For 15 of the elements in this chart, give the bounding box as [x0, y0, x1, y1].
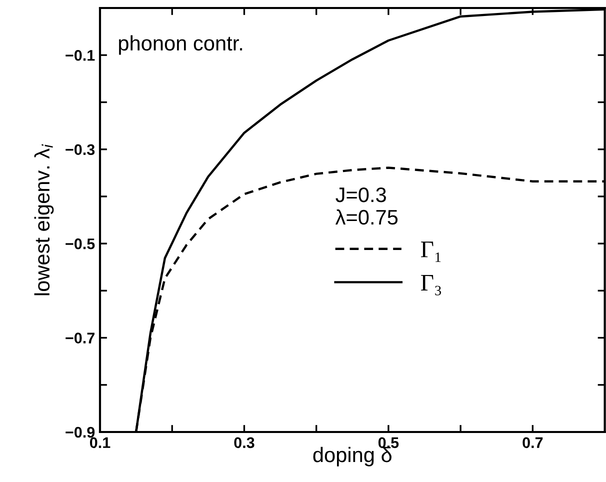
x-tick-label: 0.1 — [90, 437, 110, 448]
y-tick-label: −0.5 — [66, 238, 95, 250]
y-axis-title: lowest eigenv. λ$_{i}$ — [34, 144, 54, 296]
legend-title: J=0.3 λ=0.75 — [335, 187, 398, 225]
annotation: phonon contr. — [119, 35, 242, 55]
x-axis-title: doping δ — [313, 446, 392, 466]
x-tick-label: 0.3 — [234, 437, 254, 448]
y-tick-label: −0.7 — [66, 332, 94, 344]
x-tick-label: 0.7 — [522, 437, 543, 448]
x-tick-label: 0.5 — [378, 437, 399, 448]
legend-label: Γ₃ — [420, 275, 442, 296]
y-tick-label: −0.3 — [66, 144, 95, 156]
legend-label: Γ₁ — [420, 242, 441, 262]
y-tick-label: −0.9 — [66, 426, 95, 438]
y-tick-label: −0.1 — [66, 50, 95, 61]
